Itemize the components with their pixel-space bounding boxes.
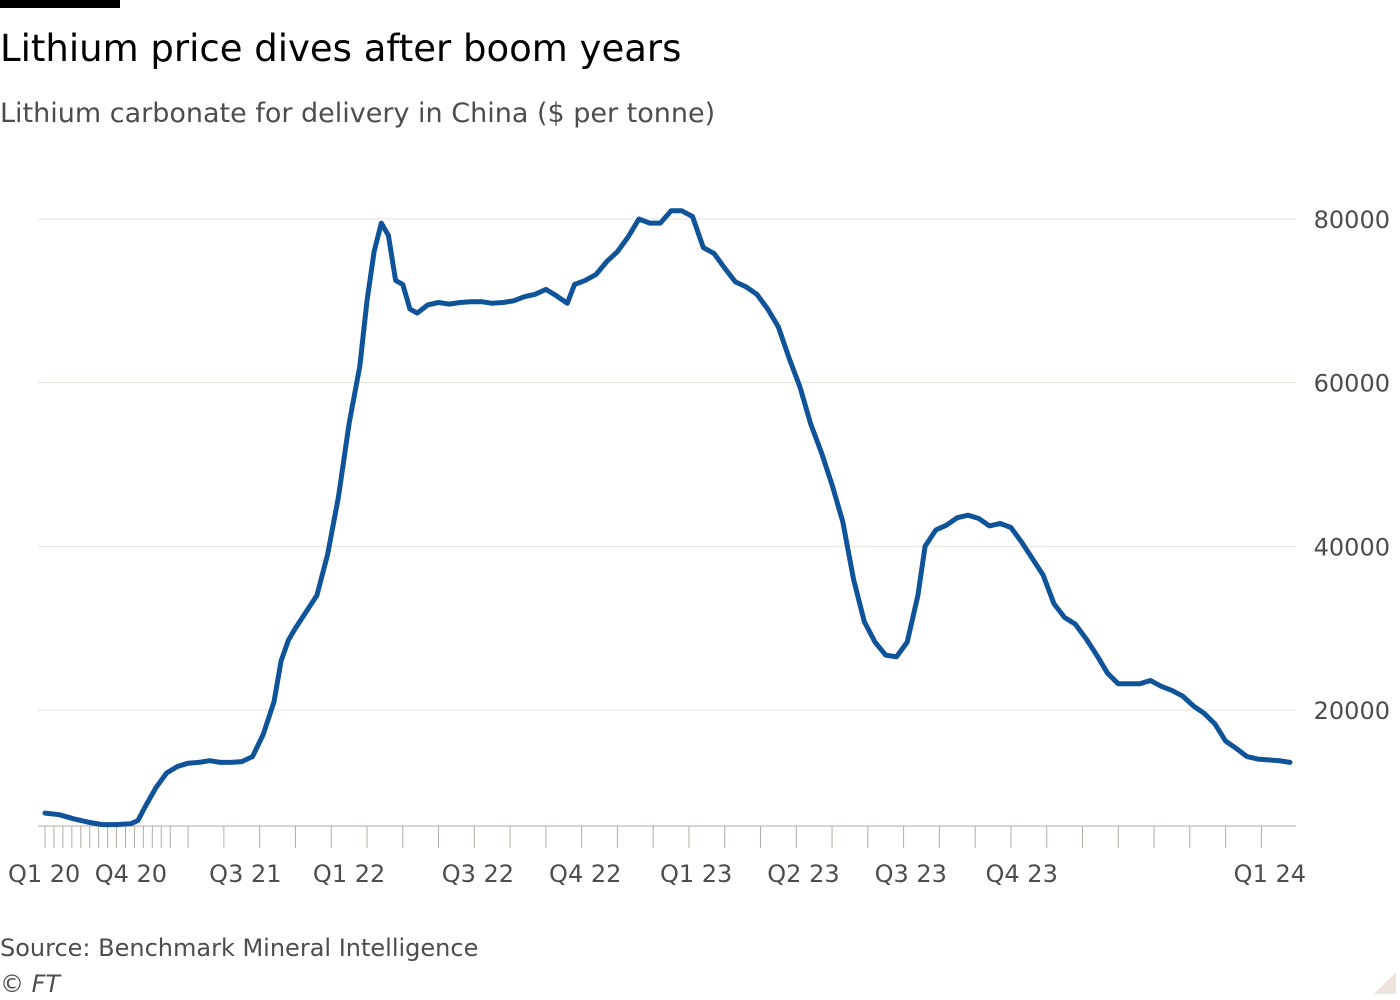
series-layer [42,208,1293,828]
y-tick-label: 20000 [1314,697,1390,725]
gridlines [38,218,1296,711]
x-axis [38,825,1296,848]
x-tick-label: Q1 23 [660,860,732,888]
x-tick-label: Q3 22 [442,860,514,888]
x-tick-label: Q1 22 [313,860,385,888]
copyright-note: © FT [0,970,61,998]
x-tick-label: Q4 23 [986,860,1058,888]
brand-bar [0,0,120,8]
corner-fold [1374,972,1396,994]
x-tick-label: Q1 20 [8,860,80,888]
y-tick-label: 40000 [1314,533,1390,561]
series-line-lithium-carbonate [42,208,1293,828]
x-tick-label: Q2 23 [767,860,839,888]
x-tick-label: Q1 24 [1234,860,1306,888]
axis-labels: 20000 40000 60000 80000 Q1 20 Q4 20 Q3 21 Q1 22… [8,206,1390,888]
x-tick-label: Q4 20 [95,860,167,888]
source-note: Source: Benchmark Mineral Intelligence [0,934,479,962]
y-tick-label: 60000 [1314,370,1390,398]
chart-subtitle: Lithium carbonate for delivery in China … [0,98,716,129]
x-tick-label: Q4 22 [549,860,621,888]
x-tick-label: Q3 21 [209,860,281,888]
x-tick-label: Q3 23 [875,860,947,888]
chart-title: Lithium price dives after boom years [0,27,682,70]
y-tick-label: 80000 [1314,206,1390,234]
